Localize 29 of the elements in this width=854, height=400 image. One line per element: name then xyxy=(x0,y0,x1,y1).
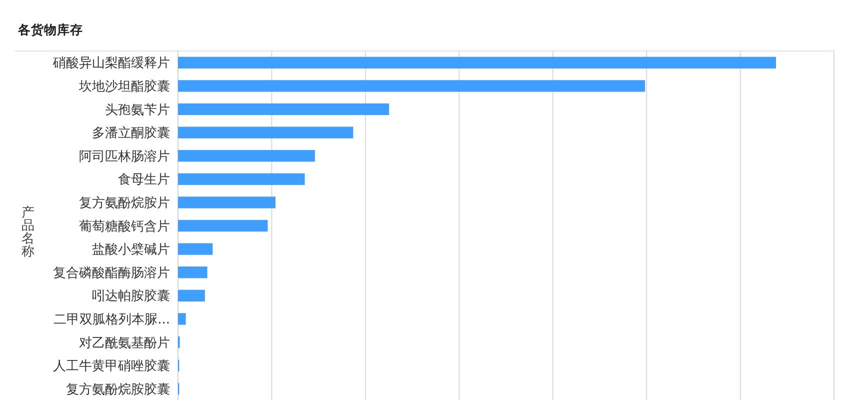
bar xyxy=(178,313,186,325)
y-tick-label: 多潘立酮胶囊 xyxy=(92,125,170,142)
y-tick-label: 坎地沙坦酯胶囊 xyxy=(78,80,170,94)
y-tick-label: 复方氨酚烷胺胶囊 xyxy=(66,381,170,398)
y-tick-label: 二甲双胍格列本脲... xyxy=(54,312,170,328)
y-tick-label: 复合磷酸酯酶肠溶片 xyxy=(53,264,170,281)
y-tick-label: 对乙酰氨基酚片 xyxy=(79,336,170,351)
y-tick-label: 阿司匹林肠溶片 xyxy=(79,148,170,164)
bar xyxy=(178,220,268,232)
y-tick-label: 葡萄糖酸钙含片 xyxy=(79,219,170,234)
bar xyxy=(178,56,776,68)
bar xyxy=(178,266,208,278)
text: 各货物库存 xyxy=(17,22,83,37)
bar xyxy=(178,196,276,208)
y-axis-title: 产品名称 xyxy=(22,206,34,260)
bar xyxy=(178,290,205,302)
bar xyxy=(178,173,305,185)
y-tick-label: 食母生片 xyxy=(118,172,170,188)
bar xyxy=(178,150,315,162)
y-tick-label: 人工牛黄甲硝唑胶囊 xyxy=(53,359,170,374)
y-tick-label: 吲达帕胺胶囊 xyxy=(92,289,170,304)
y-tick-label: 硝酸异山梨酯缓释片 xyxy=(52,56,170,72)
bar xyxy=(178,80,646,92)
y-tick-label: 头孢氨苄片 xyxy=(105,102,170,118)
bar xyxy=(178,243,213,255)
bar xyxy=(178,103,390,116)
y-tick-label: 盐酸小檗碱片 xyxy=(92,242,170,258)
y-tick-label: 复方氨酚烷胺片 xyxy=(79,195,170,211)
bar xyxy=(178,126,354,138)
